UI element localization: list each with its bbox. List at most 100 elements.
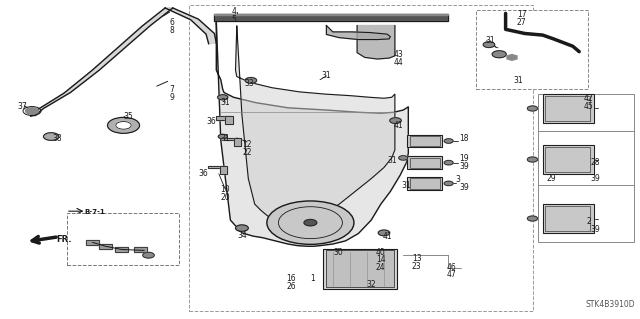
Bar: [224, 138, 238, 140]
Circle shape: [143, 252, 154, 258]
Bar: [189, 5, 533, 311]
Text: 13: 13: [412, 254, 422, 263]
Circle shape: [304, 219, 317, 226]
Text: 28: 28: [591, 158, 600, 167]
Text: 38: 38: [52, 134, 63, 143]
Polygon shape: [326, 26, 390, 40]
Text: 3: 3: [456, 175, 461, 184]
Bar: [543, 145, 594, 174]
Text: 31: 31: [387, 156, 397, 165]
Bar: [134, 247, 147, 252]
Text: STK4B3910D: STK4B3910D: [586, 300, 636, 309]
Bar: [545, 206, 590, 231]
Circle shape: [527, 157, 538, 162]
Text: 32: 32: [366, 280, 376, 289]
Text: 39: 39: [590, 174, 600, 182]
Bar: [115, 247, 128, 252]
Circle shape: [492, 51, 506, 58]
Bar: [224, 138, 238, 140]
Text: 33: 33: [244, 79, 255, 88]
Bar: [407, 135, 442, 147]
Text: 47: 47: [446, 271, 456, 279]
Text: 41: 41: [393, 121, 403, 130]
Text: 16: 16: [286, 274, 296, 283]
Text: 36: 36: [206, 117, 216, 126]
Text: 14: 14: [376, 255, 386, 264]
Bar: [225, 116, 233, 124]
Text: 43: 43: [394, 50, 404, 59]
Polygon shape: [236, 26, 395, 223]
Bar: [208, 166, 224, 168]
Bar: [234, 138, 241, 146]
Bar: [67, 213, 179, 265]
Circle shape: [236, 225, 248, 231]
Bar: [407, 177, 442, 190]
Text: 36: 36: [198, 169, 209, 178]
Text: 4: 4: [232, 7, 237, 16]
Polygon shape: [214, 14, 448, 15]
Bar: [134, 247, 147, 252]
Bar: [543, 204, 594, 233]
Circle shape: [218, 134, 227, 139]
Text: 39: 39: [460, 162, 469, 171]
Text: 31: 31: [485, 36, 495, 45]
Text: 31: 31: [513, 76, 524, 85]
Text: 27: 27: [516, 19, 527, 27]
Text: 34: 34: [237, 231, 247, 240]
Text: 45: 45: [584, 102, 594, 111]
Circle shape: [218, 95, 228, 100]
Circle shape: [483, 42, 495, 48]
Bar: [208, 166, 224, 168]
Text: 12: 12: [243, 140, 252, 149]
Text: 37: 37: [17, 102, 28, 111]
Bar: [225, 116, 233, 124]
Text: 6: 6: [169, 18, 174, 27]
Text: 29: 29: [547, 174, 557, 182]
Text: 31: 31: [321, 71, 332, 80]
Text: 17: 17: [516, 11, 527, 19]
Bar: [86, 240, 99, 245]
Bar: [99, 244, 112, 249]
Text: 9: 9: [169, 93, 174, 102]
Bar: [543, 94, 594, 123]
Text: 39: 39: [460, 183, 469, 192]
Text: 7: 7: [169, 85, 174, 94]
Bar: [323, 249, 397, 289]
Text: 31: 31: [220, 134, 230, 143]
Polygon shape: [31, 8, 173, 116]
Text: 40: 40: [376, 248, 386, 256]
Bar: [407, 156, 442, 169]
Bar: [543, 94, 594, 123]
Bar: [216, 116, 229, 120]
Text: 31: 31: [401, 181, 411, 189]
Polygon shape: [214, 14, 448, 21]
Text: 30: 30: [333, 248, 343, 256]
Polygon shape: [165, 8, 216, 44]
Text: 42: 42: [584, 94, 594, 103]
Circle shape: [444, 139, 453, 143]
Text: 22: 22: [243, 148, 252, 157]
Bar: [407, 177, 442, 190]
Bar: [545, 147, 590, 172]
Polygon shape: [357, 26, 395, 59]
Circle shape: [378, 230, 390, 236]
Bar: [476, 10, 588, 89]
Text: 2: 2: [586, 217, 591, 226]
Bar: [86, 240, 99, 245]
Circle shape: [245, 78, 257, 83]
Text: 8: 8: [169, 26, 174, 35]
Bar: [545, 96, 590, 121]
Bar: [216, 116, 229, 120]
Text: 23: 23: [412, 262, 422, 271]
Circle shape: [399, 156, 408, 160]
Circle shape: [116, 122, 131, 129]
Text: 44: 44: [394, 58, 404, 67]
Bar: [538, 94, 634, 242]
Circle shape: [26, 108, 38, 114]
Bar: [410, 136, 440, 146]
Circle shape: [527, 106, 538, 111]
Text: 1: 1: [310, 274, 315, 283]
Polygon shape: [216, 22, 408, 246]
Bar: [234, 138, 241, 146]
Text: B-7-1: B-7-1: [84, 209, 105, 215]
